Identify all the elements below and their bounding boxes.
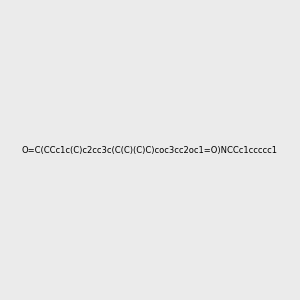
Text: O=C(CCc1c(C)c2cc3c(C(C)(C)C)coc3cc2oc1=O)NCCc1ccccc1: O=C(CCc1c(C)c2cc3c(C(C)(C)C)coc3cc2oc1=O…	[22, 146, 278, 154]
